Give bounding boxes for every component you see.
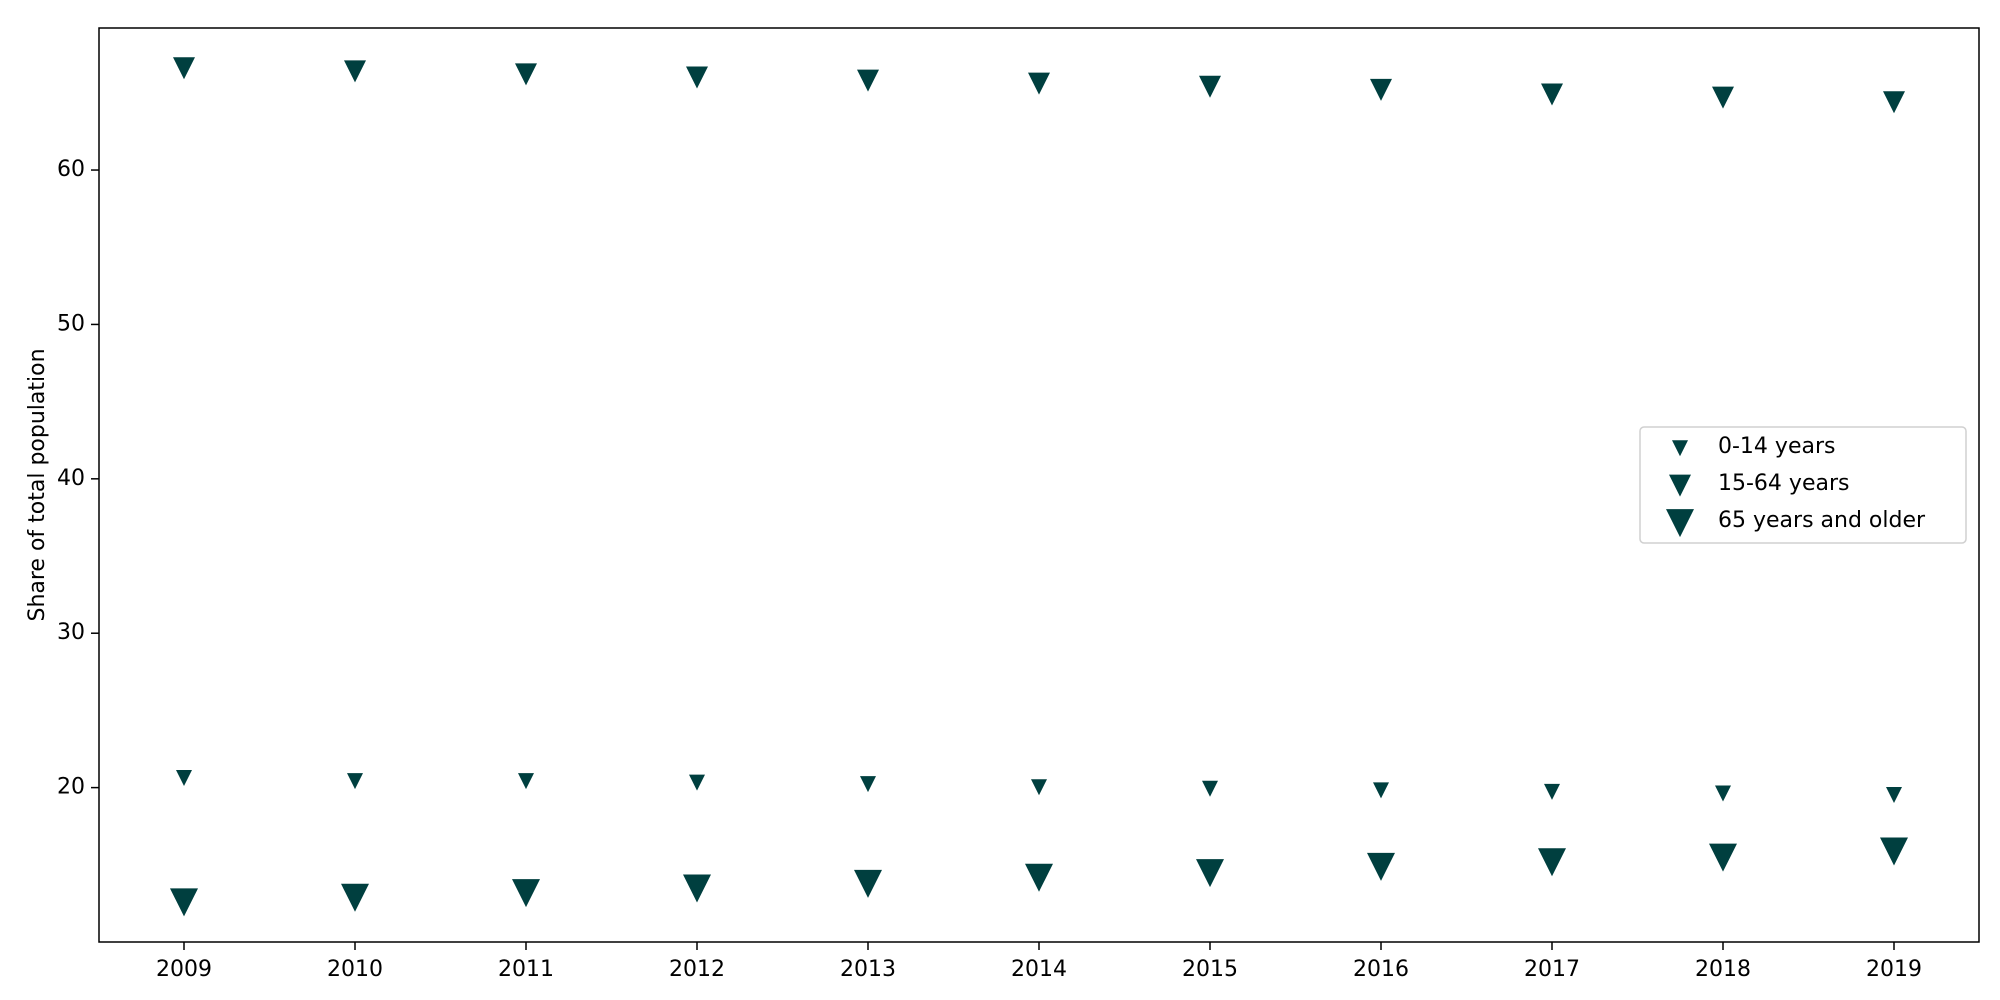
- y-axis: 20 30 40 50 60: [57, 157, 99, 800]
- point-series-2-2010: [341, 883, 369, 912]
- point-series-1-2013: [857, 69, 879, 92]
- x-tick-label: 2019: [1866, 957, 1922, 982]
- point-series-0-2012: [689, 774, 705, 791]
- point-series-0-2019: [1886, 786, 1902, 803]
- data-points: [170, 57, 1908, 917]
- x-tick-label: 2014: [1011, 957, 1067, 982]
- legend-label: 65 years and older: [1718, 508, 1926, 533]
- x-tick-label: 2013: [840, 957, 896, 982]
- point-series-2-2012: [683, 874, 711, 903]
- point-series-2-2011: [512, 879, 540, 908]
- point-series-2-2014: [1025, 863, 1053, 892]
- y-tick-label: 30: [57, 620, 85, 645]
- legend-label: 0-14 years: [1718, 434, 1835, 459]
- point-series-1-2019: [1883, 91, 1905, 114]
- point-series-0-2011: [518, 773, 534, 790]
- point-series-2-2015: [1196, 859, 1224, 888]
- point-series-0-2017: [1544, 783, 1560, 800]
- legend: 0-14 years 15-64 years 65 years and older: [1639, 426, 1967, 544]
- point-series-0-2013: [860, 776, 876, 793]
- point-series-1-2009: [173, 57, 195, 80]
- x-tick-label: 2017: [1524, 957, 1580, 982]
- x-axis: 2009 2010 2011 2012 2013 2014 2015 2016 2017 2018…: [156, 942, 1922, 982]
- legend-marker-1: [1669, 474, 1691, 497]
- point-series-0-2015: [1202, 780, 1218, 797]
- point-series-2-2017: [1538, 848, 1566, 877]
- point-series-0-2014: [1031, 779, 1047, 796]
- x-tick-label: 2009: [156, 957, 212, 982]
- point-series-0-2016: [1373, 782, 1389, 799]
- point-series-1-2014: [1028, 72, 1050, 95]
- y-tick-label: 60: [57, 157, 85, 182]
- point-series-2-2009: [170, 888, 198, 917]
- point-series-1-2017: [1541, 83, 1563, 106]
- point-series-0-2010: [347, 773, 363, 790]
- point-series-1-2010: [344, 60, 366, 83]
- point-series-1-2018: [1712, 86, 1734, 109]
- x-tick-label: 2018: [1695, 957, 1751, 982]
- y-axis-title: Share of total population: [25, 348, 50, 621]
- legend-box: [1639, 426, 1967, 544]
- x-tick-label: 2011: [498, 957, 554, 982]
- legend-marker-0: [1672, 440, 1688, 457]
- y-tick-label: 50: [57, 311, 85, 336]
- point-series-0-2009: [176, 770, 192, 787]
- y-tick-label: 40: [57, 466, 85, 491]
- y-tick-label: 20: [57, 775, 85, 800]
- point-series-2-2019: [1880, 837, 1908, 866]
- point-series-1-2011: [515, 63, 537, 86]
- point-series-2-2013: [854, 869, 882, 898]
- point-series-1-2016: [1370, 78, 1392, 101]
- x-tick-label: 2012: [669, 957, 725, 982]
- point-series-1-2015: [1199, 75, 1221, 98]
- point-series-2-2016: [1367, 852, 1395, 881]
- point-series-1-2012: [686, 66, 708, 89]
- legend-marker-2: [1666, 509, 1694, 538]
- x-tick-label: 2015: [1182, 957, 1238, 982]
- x-tick-label: 2010: [327, 957, 383, 982]
- legend-label: 15-64 years: [1718, 471, 1849, 496]
- point-series-0-2018: [1715, 785, 1731, 802]
- x-tick-label: 2016: [1353, 957, 1409, 982]
- point-series-2-2018: [1709, 843, 1737, 872]
